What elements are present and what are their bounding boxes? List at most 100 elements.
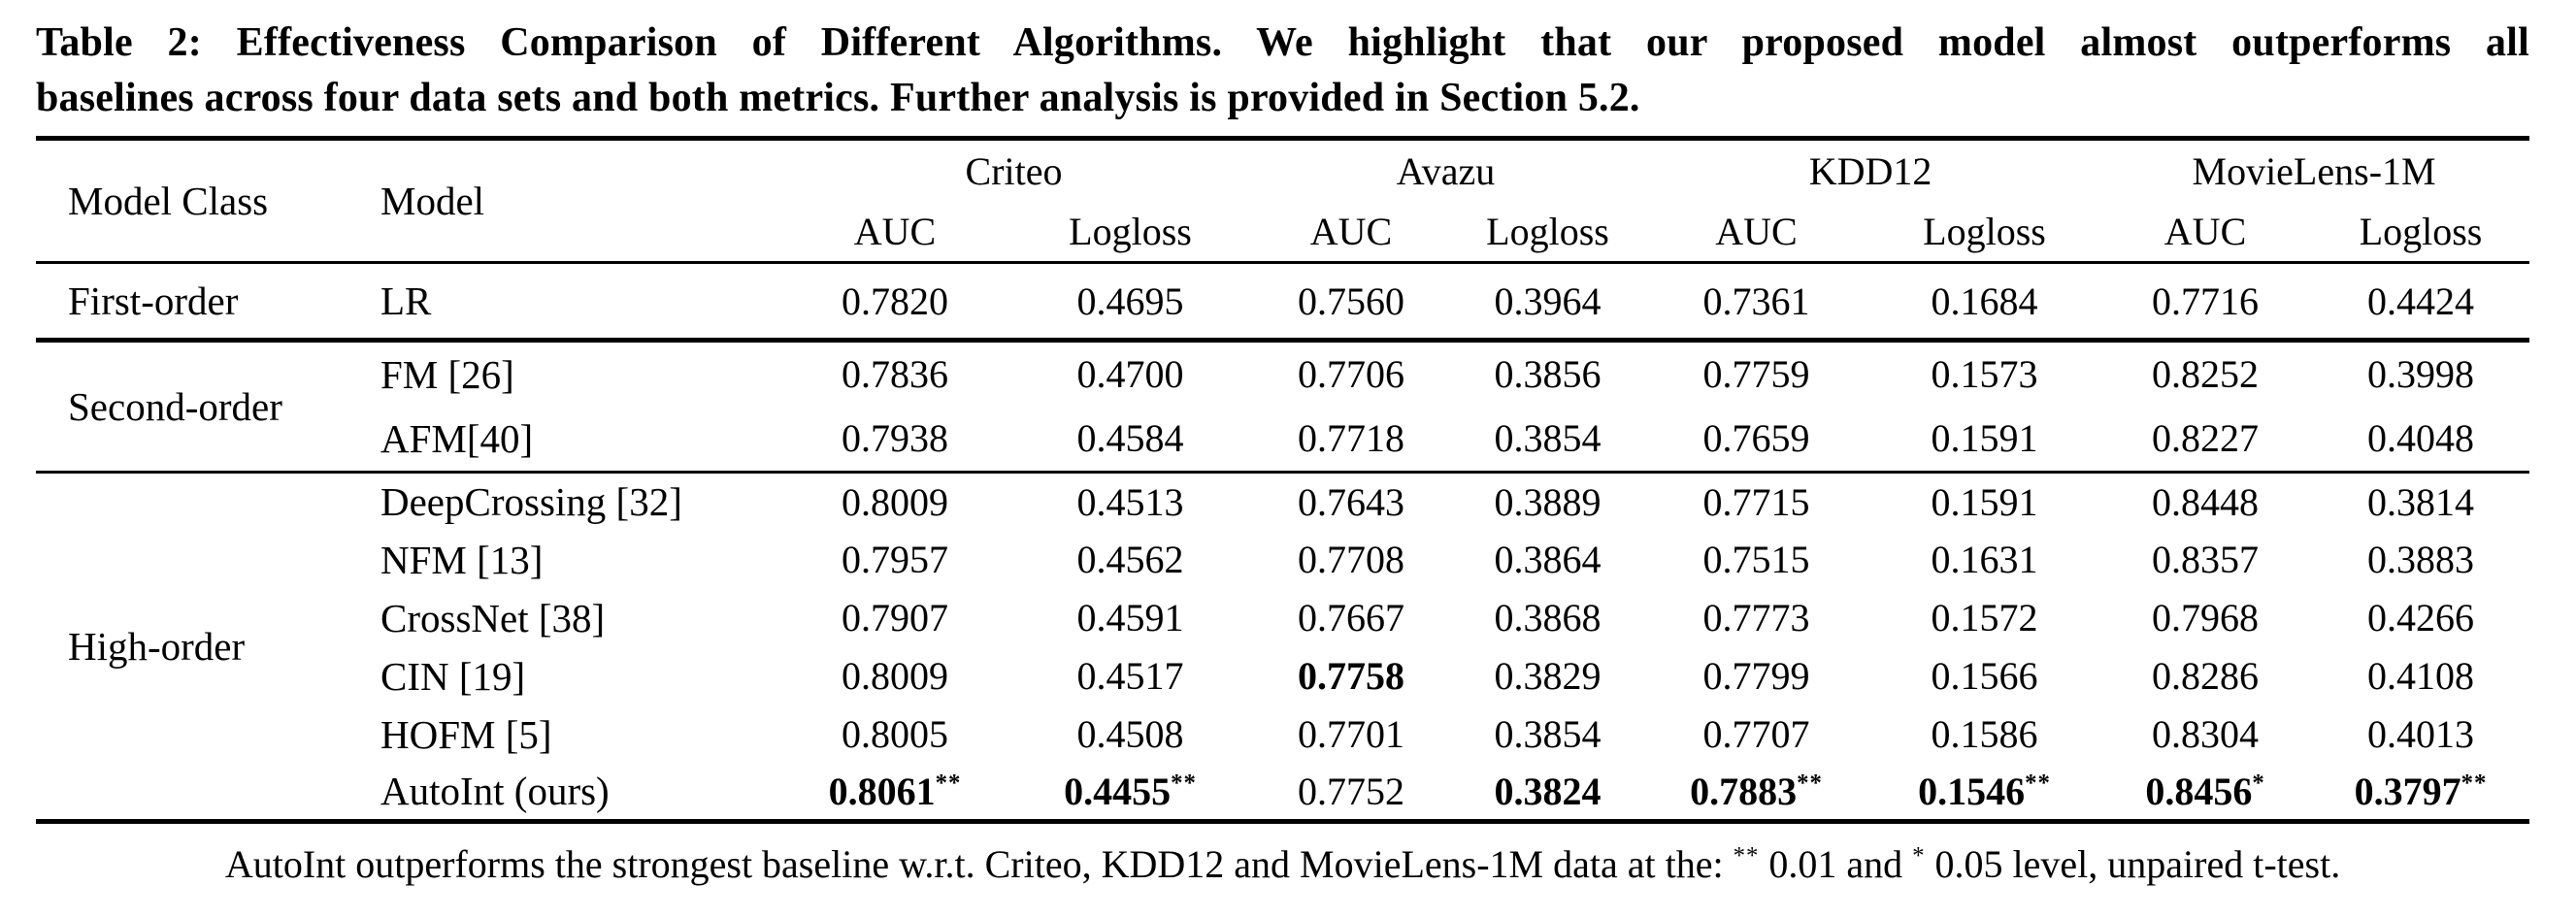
metric-value-cell: 0.3814: [2312, 473, 2529, 531]
model-name-cell: CrossNet [38]: [380, 595, 606, 640]
metric-value-cell: 0.7701: [1249, 705, 1453, 764]
metric-value-cell: 0.3883: [2312, 531, 2529, 589]
metric-value: 0.3854: [1494, 712, 1602, 756]
header-dataset-criteo: Criteo: [965, 149, 1063, 194]
metric-value-cell: 0.3998: [2312, 341, 2529, 407]
metric-value: 0.8456: [2145, 769, 2253, 813]
metric-value-cell: 0.8357: [2098, 531, 2312, 589]
metric-value-cell: 0.3964: [1453, 263, 1642, 341]
metric-value: 0.4013: [2367, 712, 2475, 756]
header-metric-logloss: Logloss: [2312, 202, 2530, 264]
metric-value-cell: 0.1684: [1870, 263, 2098, 341]
metric-value: 0.7707: [1702, 712, 1810, 756]
metric-value-cell: 0.7515: [1642, 531, 1870, 589]
metric-value-cell: 0.7758: [1249, 647, 1453, 705]
metric-value-cell: 0.8009: [778, 473, 1011, 531]
metric-value: 0.7758: [1298, 654, 1405, 698]
metric-value-cell: 0.1586: [1870, 705, 2098, 764]
model-name-cell: AutoInt (ours): [380, 769, 610, 814]
model-name-cell: HOFM [5]: [380, 711, 552, 757]
metric-value: 0.8227: [2152, 416, 2260, 461]
model-name-cell: AFM[40]: [380, 415, 534, 461]
model-class-cell: Second-order: [36, 340, 380, 474]
metric-value-cell: 0.3856: [1453, 341, 1642, 407]
metric-value: 0.7643: [1298, 479, 1405, 524]
metric-value-cell: 0.1573: [1870, 341, 2098, 407]
metric-value: 0.1546: [1918, 769, 2026, 813]
metric-value-cell: 0.4424: [2312, 263, 2529, 341]
significance-marker: *: [2252, 770, 2265, 797]
metric-value: 0.7716: [2152, 279, 2260, 323]
metric-value: 0.3797: [2354, 769, 2461, 813]
metric-value: 0.7667: [1298, 596, 1405, 639]
metric-value-cell: 0.4695: [1011, 263, 1249, 341]
metric-value-cell: 0.8448: [2098, 473, 2312, 531]
metric-value-cell: 0.4013: [2312, 705, 2529, 764]
metric-value: 0.7968: [2152, 596, 2260, 639]
metric-value-cell: 0.7643: [1249, 473, 1453, 531]
significance-marker: **: [1797, 770, 1823, 797]
metric-value-cell: 0.3824: [1453, 764, 1642, 822]
metric-value-cell: 0.1566: [1870, 647, 2098, 705]
metric-value: 0.8061: [828, 769, 936, 813]
metric-value: 0.3868: [1494, 596, 1602, 639]
metric-value-cell: 0.7718: [1249, 407, 1453, 473]
metric-value: 0.7773: [1702, 596, 1810, 639]
metric-value: 0.8252: [2152, 352, 2260, 397]
metric-value: 0.7957: [842, 538, 948, 581]
header-row-datasets: Model Class Model Criteo Avazu KDD12 Mov…: [36, 138, 2529, 264]
metric-value-cell: 0.7708: [1249, 531, 1453, 589]
metric-value-cell: 0.7667: [1249, 589, 1453, 647]
metric-value: 0.4517: [1076, 654, 1184, 698]
metric-value-cell: 0.3829: [1453, 647, 1642, 705]
metric-value: 0.3964: [1494, 279, 1602, 323]
metric-value: 0.4695: [1076, 279, 1184, 323]
metric-value: 0.7938: [842, 416, 948, 461]
header-dataset-kdd12: KDD12: [1808, 149, 1932, 194]
table-row: Second-order FM [26] 0.7836 0.4700 0.7706 0.3…: [36, 340, 2529, 474]
metric-value: 0.4266: [2367, 596, 2475, 639]
significance-marker: **: [1171, 770, 1197, 797]
metric-value: 0.8448: [2152, 479, 2260, 524]
metric-value: 0.4700: [1076, 352, 1184, 397]
metric-value: 0.1566: [1931, 654, 2038, 698]
metric-value-cell: 0.4700: [1011, 341, 1249, 407]
metric-value-cell: 0.4455**: [1011, 764, 1249, 822]
metric-value: 0.3883: [2367, 538, 2475, 581]
header-metric-logloss: Logloss: [1453, 202, 1643, 264]
metric-value-cell: 0.8009: [778, 647, 1011, 705]
metric-value: 0.8357: [2152, 538, 2260, 581]
metric-value: 0.1572: [1931, 596, 2038, 639]
metric-value: 0.7718: [1298, 416, 1405, 461]
metric-value: 0.7715: [1702, 479, 1810, 524]
model-name-cell: DeepCrossing [32]: [380, 479, 682, 525]
metric-value: 0.7799: [1702, 654, 1810, 698]
metric-value: 0.7706: [1298, 352, 1405, 397]
metric-value-cell: 0.7799: [1642, 647, 1870, 705]
metric-value: 0.7820: [842, 279, 948, 323]
metric-value: 0.7752: [1298, 769, 1405, 813]
metric-value-cell: 0.7773: [1642, 589, 1870, 647]
caption-line-1: Table 2: Effectiveness Comparison of Dif…: [36, 20, 2529, 65]
metric-value: 0.4562: [1076, 538, 1184, 581]
metric-value-cell: 0.1546**: [1870, 764, 2098, 822]
metric-value: 0.4508: [1076, 712, 1184, 756]
model-name-cell: NFM [13]: [380, 537, 544, 582]
metric-value: 0.1591: [1931, 479, 2038, 524]
caption-line-2: baselines across four data sets and both…: [36, 76, 1640, 120]
metric-value-cell: 0.4591: [1011, 589, 1249, 647]
header-row-metrics: AUC Logloss AUC Logloss AUC Logloss AUC …: [36, 202, 2530, 264]
metric-value: 0.3864: [1494, 538, 1602, 581]
metric-value: 0.8286: [2152, 654, 2260, 698]
metric-value: 0.1586: [1931, 712, 2038, 756]
table-footnote: AutoInt outperforms the strongest baseli…: [36, 841, 2529, 887]
metric-value-cell: 0.8456*: [2098, 764, 2312, 822]
metric-value-cell: 0.7759: [1642, 341, 1870, 407]
metric-value-cell: 0.7968: [2098, 589, 2312, 647]
header-dataset-movielens: MovieLens-1M: [2192, 149, 2436, 194]
table-caption: Table 2: Effectiveness Comparison of Dif…: [36, 16, 2529, 126]
metric-value: 0.7560: [1298, 279, 1405, 323]
metric-value: 0.3814: [2367, 479, 2475, 524]
table-row: AutoInt (ours) 0.8061** 0.4455** 0.7752 0.38…: [36, 764, 2529, 822]
header-model-class: Model Class: [36, 138, 380, 264]
